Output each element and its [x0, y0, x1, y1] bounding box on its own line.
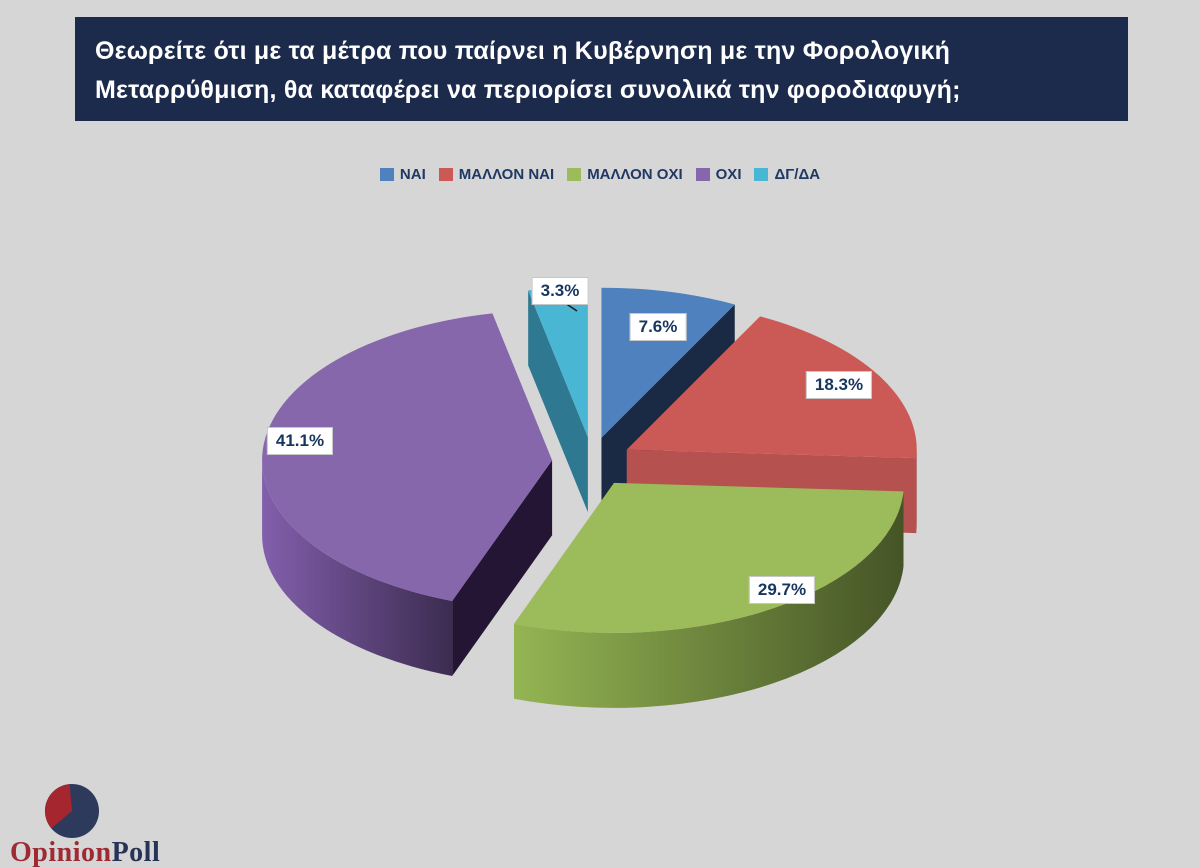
legend-label: ΟΧΙ — [715, 166, 742, 183]
pie-data-label: 18.3% — [805, 371, 873, 399]
question-line-1: Θεωρείτε ότι με τα μέτρα που παίρνει η Κ… — [95, 37, 951, 65]
legend-item-ΜΑΛΛΟΝ ΟΧΙ: ΜΑΛΛΟΝ ΟΧΙ — [567, 166, 683, 183]
legend-label: ΔΓ/ΔΑ — [774, 166, 821, 183]
legend-swatch — [754, 168, 769, 181]
pie-slice-wall — [262, 460, 453, 677]
logo-wordmark: OpinionPoll — [10, 837, 160, 868]
pie-data-label: 7.6% — [629, 313, 687, 341]
pie-slice-ΟΧΙ — [262, 313, 553, 677]
legend-item-ΝΑΙ: ΝΑΙ — [379, 166, 426, 183]
legend-item-ΜΑΛΛΟΝ ΝΑΙ: ΜΑΛΛΟΝ ΝΑΙ — [438, 166, 555, 183]
pie-slice-top — [528, 287, 588, 438]
legend-swatch — [379, 168, 394, 181]
question-banner: Θεωρείτε ότι με τα μέτρα που παίρνει η Κ… — [75, 17, 1128, 121]
legend-swatch — [438, 168, 453, 181]
pie-slice-wall — [514, 491, 904, 708]
question-line-2: Μεταρρύθμιση, θα καταφέρει να περιορίσει… — [95, 76, 961, 104]
legend-item-ΟΧΙ: ΟΧΙ — [695, 166, 742, 183]
pie-slice-cut-face — [528, 290, 588, 513]
legend-label: ΜΑΛΛΟΝ ΝΑΙ — [458, 166, 555, 183]
legend-label: ΜΑΛΛΟΝ ΟΧΙ — [587, 166, 683, 183]
pie-slice-ΜΑΛΛΟΝ ΟΧΙ — [514, 482, 904, 708]
pie-logo-icon — [44, 784, 99, 838]
pie-data-label: 29.7% — [748, 576, 816, 604]
pie-slice-top — [514, 482, 904, 633]
pie-slice-top — [626, 316, 917, 459]
chart-legend: ΝΑΙ ΜΑΛΛΟΝ ΝΑΙ ΜΑΛΛΟΝ ΟΧΙ ΟΧΙ ΔΓ/ΔΑ — [0, 166, 1200, 183]
pie-data-label: 3.3% — [531, 277, 589, 305]
pie-data-label: 41.1% — [266, 427, 334, 455]
pie-slice-cut-face — [452, 460, 553, 677]
pie-slice-top — [262, 313, 553, 602]
logo-word-poll: Poll — [111, 837, 161, 868]
pie-slice-ΔΓ/ΔΑ — [528, 287, 588, 513]
logo-word-opinion: Opinion — [10, 837, 112, 868]
legend-swatch — [695, 168, 710, 181]
legend-swatch — [567, 168, 582, 181]
legend-label: ΝΑΙ — [399, 166, 426, 183]
opinionpoll-logo: OpinionPoll — [10, 783, 190, 868]
legend-item-ΔΓ/ΔΑ: ΔΓ/ΔΑ — [754, 166, 820, 183]
